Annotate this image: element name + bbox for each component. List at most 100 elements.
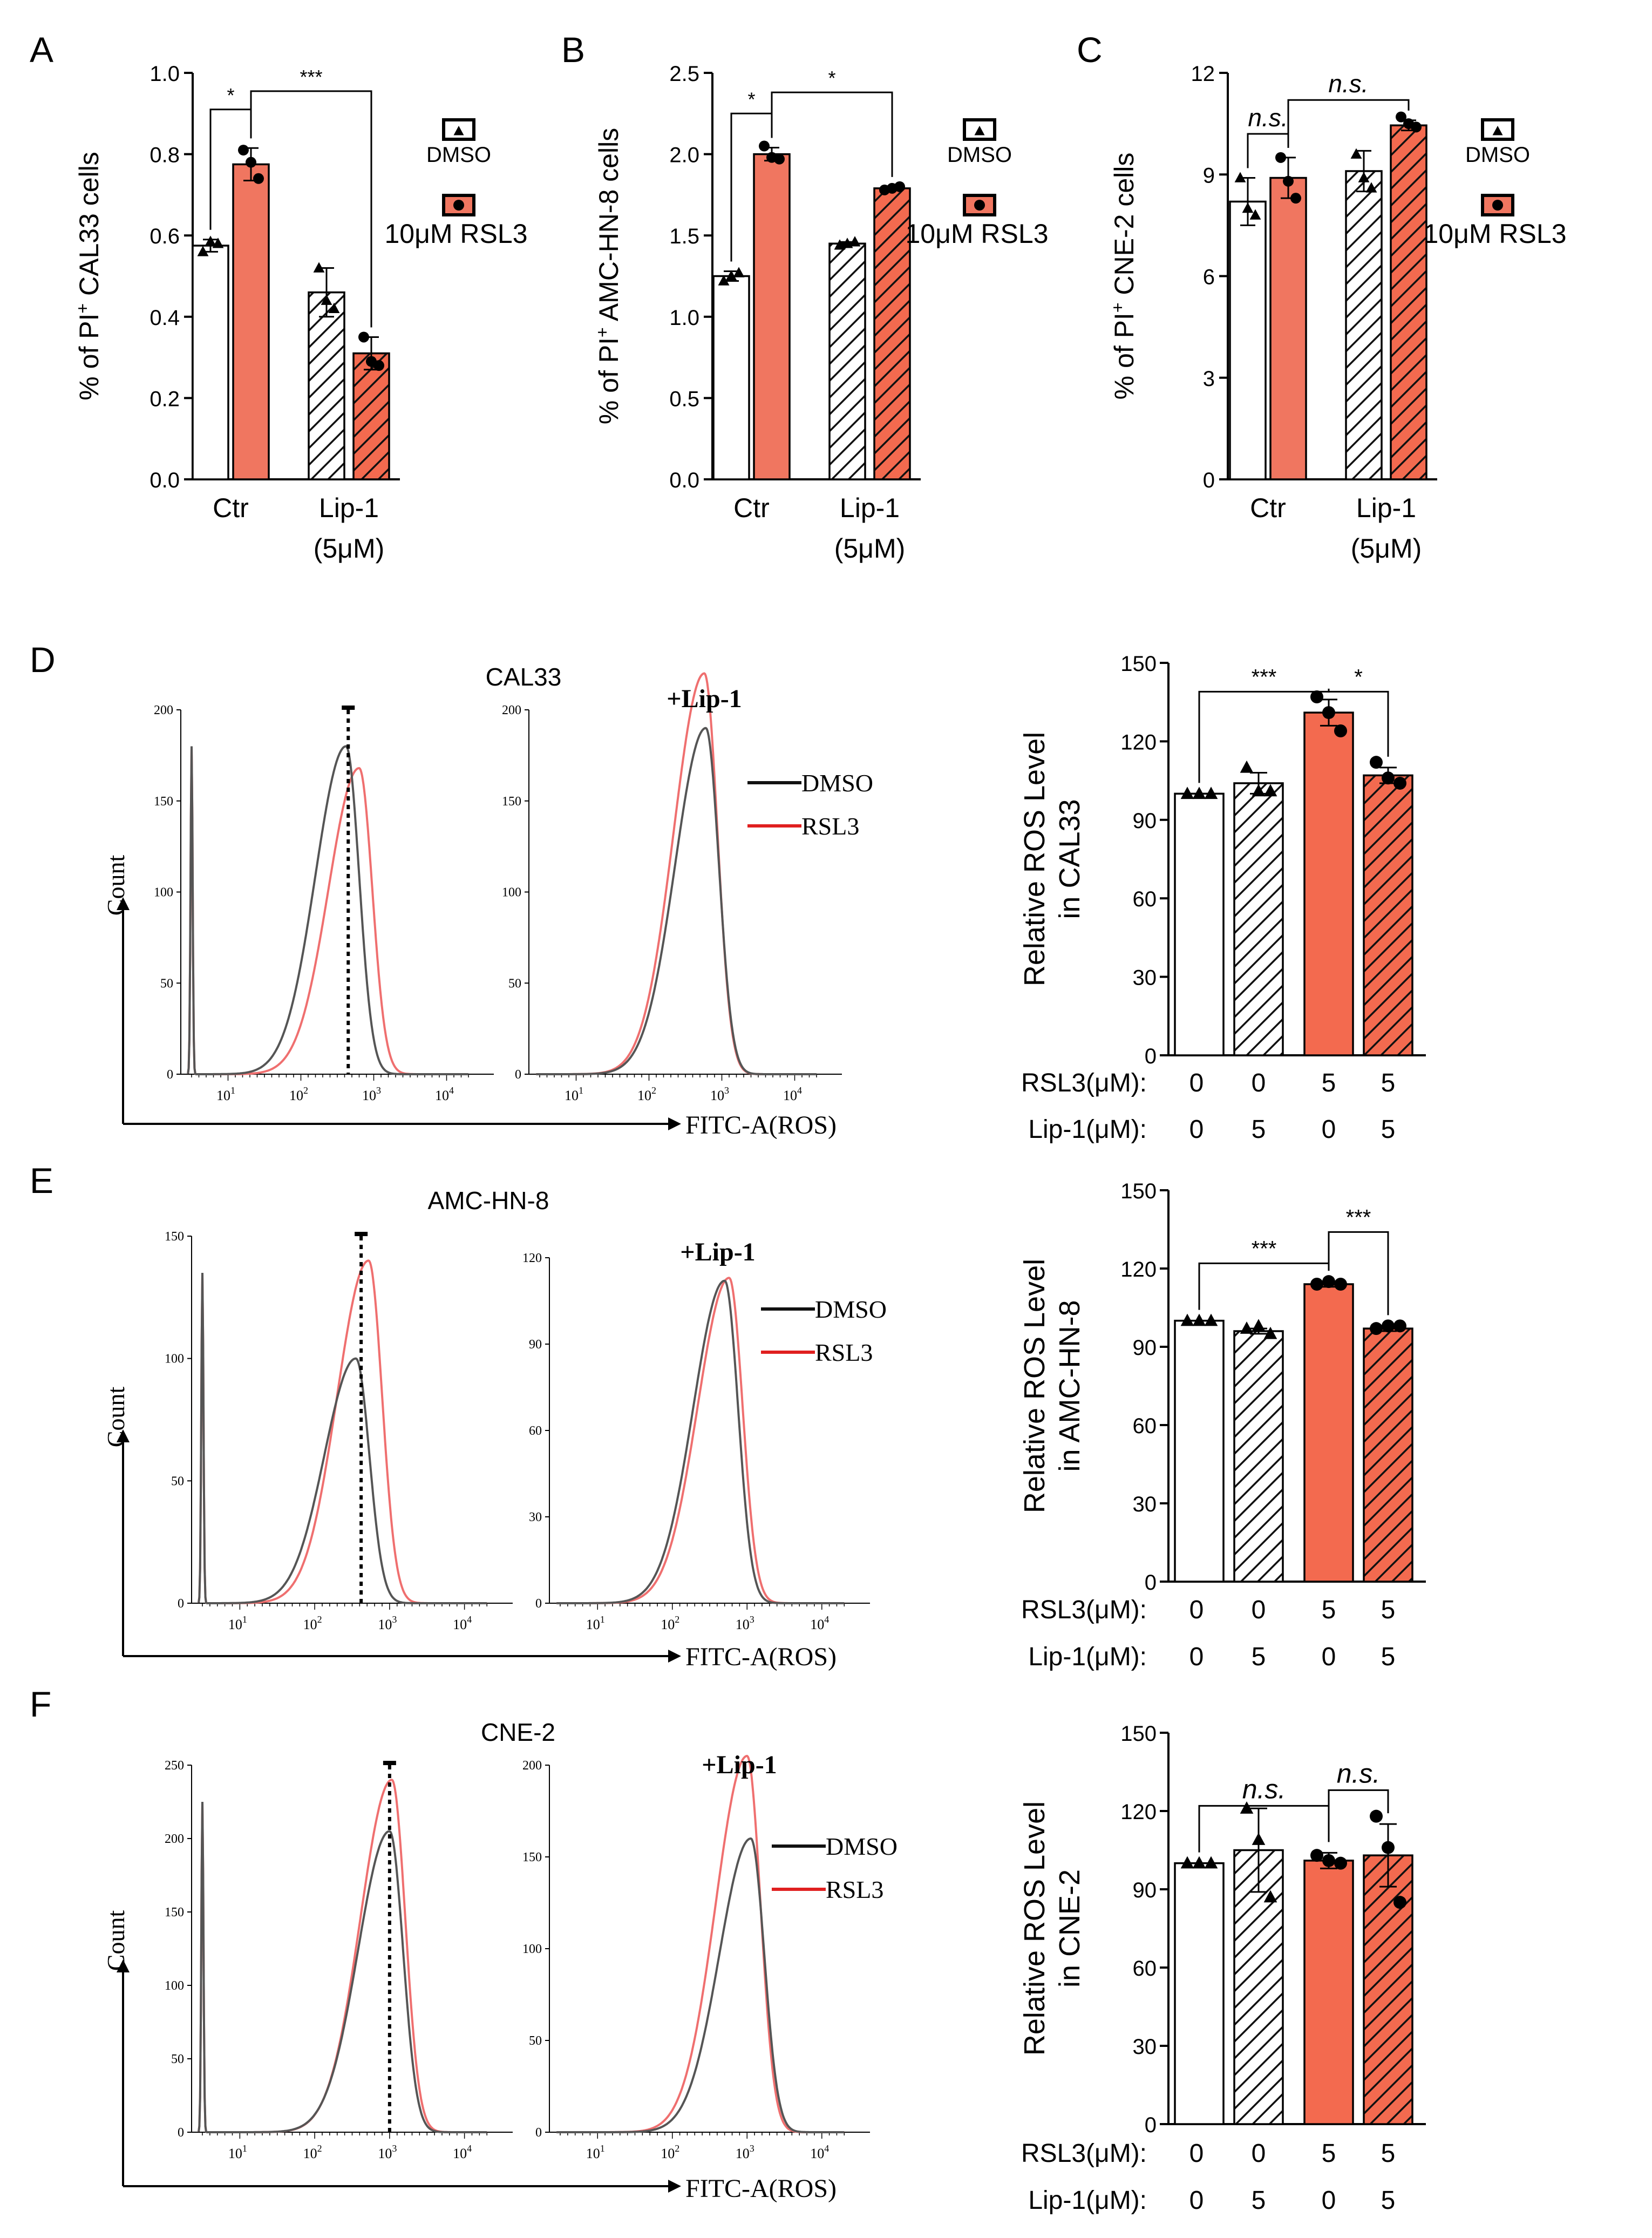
hist-y-tick-label: 0 bbox=[535, 1597, 542, 1611]
y-label-text: % of PI bbox=[74, 314, 104, 401]
hist-x-tick-label: 103 bbox=[378, 2143, 397, 2161]
bar bbox=[828, 242, 866, 480]
y-tick-label: 2.5 bbox=[669, 62, 699, 86]
significance-bracket bbox=[771, 91, 893, 177]
hist-x-tick-label: 102 bbox=[661, 1614, 679, 1632]
y-label-text: AMC-HN-8 cells bbox=[594, 128, 624, 327]
y-tick-label: 90 bbox=[1133, 1878, 1157, 1902]
histogram-title: AMC-HN-8 bbox=[428, 1186, 549, 1215]
hist-x-tick-exp: 4 bbox=[797, 1085, 802, 1096]
y-tick-label: 0 bbox=[1203, 469, 1215, 492]
rsl3-row-value: 5 bbox=[1322, 1069, 1336, 1097]
hist-y-tick-label: 150 bbox=[165, 1905, 184, 1920]
y-tick-label: 60 bbox=[1133, 1414, 1157, 1438]
y-label-text: % of PI bbox=[594, 337, 624, 424]
fitc-axis-label: FITC-A(ROS) bbox=[685, 2174, 837, 2203]
data-point bbox=[1180, 1313, 1194, 1326]
y-label-sup: + bbox=[1108, 302, 1127, 313]
significance-label: *** bbox=[1252, 665, 1277, 689]
lip1-label: +Lip-1 bbox=[667, 684, 742, 713]
count-axis-label: Count bbox=[102, 1387, 130, 1448]
hist-x-tick-label: 104 bbox=[783, 1085, 802, 1103]
significance-label: n.s. bbox=[1248, 104, 1288, 132]
hist-y-tick-label: 150 bbox=[502, 795, 521, 809]
hist-x-tick-label: 101 bbox=[586, 1614, 605, 1632]
y-label-sup: + bbox=[73, 303, 92, 314]
data-point bbox=[1334, 724, 1347, 738]
y-tick-label: 1.5 bbox=[669, 225, 699, 248]
hist-x-tick-label: 103 bbox=[736, 2143, 754, 2161]
data-point bbox=[1396, 111, 1406, 123]
data-point bbox=[205, 235, 216, 246]
panel-label-A: A bbox=[30, 30, 53, 70]
data-point bbox=[1252, 1319, 1266, 1332]
significance-label: * bbox=[747, 88, 755, 110]
y-tick-label: 0.6 bbox=[149, 225, 180, 248]
bar bbox=[1233, 1849, 1284, 2125]
lip1-row-value: 5 bbox=[1252, 1643, 1266, 1671]
histogram-title: CAL33 bbox=[486, 663, 562, 691]
significance-label: * bbox=[227, 84, 234, 106]
hist-x-tick-base: 10 bbox=[586, 2146, 600, 2161]
hist-x-tick-exp: 1 bbox=[242, 2143, 247, 2154]
hist-curve-rsl3 bbox=[198, 1779, 487, 2133]
data-point bbox=[1310, 1278, 1323, 1291]
y-label-text: % of PI bbox=[1109, 313, 1139, 399]
rsl3-row-value: 0 bbox=[1189, 1596, 1204, 1624]
hist-curve-dmso bbox=[198, 1272, 487, 1604]
hist-curve-rsl3 bbox=[536, 672, 817, 1075]
circle-icon bbox=[974, 200, 985, 211]
legend-label: DMSO bbox=[801, 769, 873, 797]
hist-x-tick-base: 10 bbox=[586, 1617, 600, 1632]
hist-x-tick-exp: 2 bbox=[675, 2143, 679, 2154]
hist-x-tick-label: 104 bbox=[453, 2143, 472, 2161]
bar bbox=[1363, 1327, 1413, 1583]
chart-D: 0 30 60 90 120 150 Relative ROS Level in CAL33 *… bbox=[1018, 652, 1426, 1144]
chart-F: 0 30 60 90 120 150 Relative ROS Level in CNE-2 n… bbox=[1018, 1722, 1426, 2215]
legend-label: 10μM RSL3 bbox=[1423, 219, 1566, 249]
fitc-axis-label: FITC-A(ROS) bbox=[685, 1111, 837, 1140]
median-marker-cap bbox=[355, 1232, 368, 1236]
significance-label: n.s. bbox=[1242, 1774, 1286, 1804]
hist-y-tick-label: 100 bbox=[522, 1942, 542, 1956]
hist-y-tick-label: 150 bbox=[522, 1850, 542, 1864]
data-point bbox=[321, 294, 332, 305]
rsl3-row-value: 0 bbox=[1252, 2139, 1266, 2168]
data-point bbox=[1382, 1841, 1395, 1854]
y-tick-label: 0.0 bbox=[149, 469, 180, 492]
chart-C: 0 3 6 9 12 % of PI+ CNE-2 cells Ctr Lip-1 (5μM) n… bbox=[1108, 62, 1567, 564]
y-tick-label: 3 bbox=[1203, 367, 1215, 391]
rsl3-row-label: RSL3(μM): bbox=[1021, 2139, 1147, 2168]
bar bbox=[712, 275, 750, 480]
y-axis-label: % of PI+ CNE-2 cells bbox=[1108, 153, 1139, 400]
hist-x-tick-label: 102 bbox=[289, 1085, 308, 1103]
data-point bbox=[1382, 771, 1395, 785]
x-tick-label: Ctr bbox=[213, 493, 249, 523]
arrow-head-icon bbox=[117, 1959, 130, 1972]
hist-x-tick-label: 102 bbox=[661, 2143, 679, 2161]
hist-x-tick-label: 104 bbox=[435, 1085, 454, 1103]
lip1-row-value: 0 bbox=[1322, 1643, 1336, 1671]
lip1-row-value: 5 bbox=[1252, 2186, 1266, 2215]
hist-x-tick-label: 102 bbox=[303, 2143, 322, 2161]
x-tick-label: Lip-1 bbox=[319, 493, 379, 523]
lip1-row-value: 0 bbox=[1322, 2186, 1336, 2215]
hist-x-tick-base: 10 bbox=[216, 1088, 230, 1103]
hist-y-tick-label: 0 bbox=[535, 2126, 542, 2140]
legend-label: DMSO bbox=[815, 1296, 887, 1323]
data-point bbox=[1322, 1275, 1335, 1288]
x-tick-sublabel: (5μM) bbox=[1351, 533, 1422, 564]
data-point bbox=[373, 360, 384, 371]
hist-y-tick-label: 0 bbox=[178, 1597, 184, 1611]
hist-x-tick-exp: 4 bbox=[467, 1614, 472, 1625]
data-point bbox=[1240, 1801, 1254, 1814]
significance-label: n.s. bbox=[1328, 70, 1368, 98]
hist-y-tick-label: 150 bbox=[154, 795, 173, 809]
bar bbox=[308, 291, 345, 480]
arrow-head-icon bbox=[117, 897, 130, 910]
hist-x-tick-base: 10 bbox=[378, 2146, 392, 2161]
panel-label-F: F bbox=[30, 1684, 51, 1724]
hist-x-tick-base: 10 bbox=[810, 2146, 824, 2161]
